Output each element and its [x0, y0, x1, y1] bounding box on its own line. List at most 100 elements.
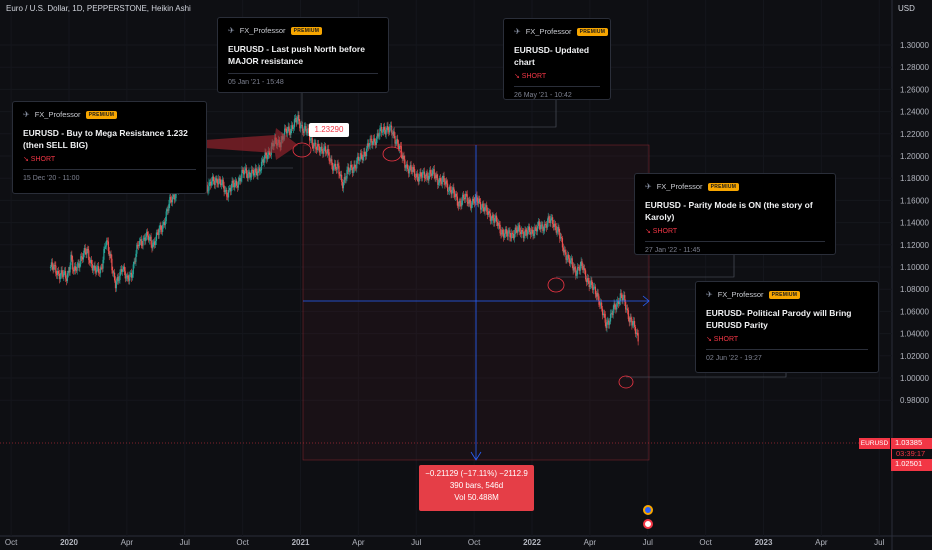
candle-body: [330, 159, 332, 162]
candle-body: [485, 205, 487, 208]
candle-body: [146, 231, 148, 238]
candle-body: [491, 215, 493, 221]
idea-title[interactable]: EURUSD - Buy to Mega Resistance 1.232 (t…: [23, 128, 188, 150]
candle-body: [385, 129, 387, 135]
idea-card-3[interactable]: ✈ FX_Professor PREMIUM EURUSD- Updated cha…: [503, 18, 611, 100]
candle-body: [92, 268, 94, 271]
candle-body: [589, 285, 591, 287]
idea-title[interactable]: EURUSD- Updated chart: [514, 45, 590, 67]
idea-title[interactable]: EURUSD- Political Parody will Bring EURU…: [706, 308, 852, 330]
candle-body: [325, 146, 327, 153]
idea-title[interactable]: EURUSD - Parity Mode is ON (the story of…: [645, 200, 813, 222]
idea-author[interactable]: FX_Professor: [656, 182, 703, 191]
candle-body: [262, 159, 264, 163]
candle-body: [58, 273, 60, 280]
flag-event-icon[interactable]: [643, 519, 653, 529]
candle-body: [154, 240, 157, 246]
symbol-price-tag: EURUSD: [859, 438, 890, 449]
idea-card-4[interactable]: ✈ FX_Professor PREMIUM EURUSD - Parity Mod…: [634, 173, 836, 255]
candle-body: [399, 145, 402, 147]
candle-body: [157, 232, 159, 236]
candle-body: [130, 272, 132, 275]
candle-body: [128, 278, 130, 281]
candle-body: [546, 222, 548, 228]
candle-body: [156, 232, 158, 234]
candle-body: [75, 270, 77, 271]
candle-body: [444, 181, 446, 185]
candle-body: [365, 148, 368, 157]
candle-body: [261, 159, 263, 162]
idea-author[interactable]: FX_Professor: [239, 26, 286, 35]
candle-body: [142, 238, 144, 246]
candle-body: [472, 198, 475, 202]
candle-body: [466, 194, 468, 202]
candle-body: [100, 267, 102, 269]
candle-body: [166, 209, 168, 212]
candle-body: [396, 138, 398, 143]
candle-body: [419, 172, 421, 177]
candle-body: [498, 222, 500, 225]
candle-body: [484, 207, 486, 212]
candle-body: [425, 173, 427, 179]
candle-body: [306, 131, 308, 133]
candle-body: [221, 179, 223, 184]
candle-body: [533, 234, 535, 236]
candle-body: [566, 259, 568, 261]
candle-body: [478, 198, 480, 204]
candle-body: [74, 266, 77, 271]
candle-body: [387, 125, 389, 131]
candle-body: [107, 241, 109, 251]
candle-body: [318, 146, 320, 153]
candle-body: [331, 159, 333, 166]
candle-body: [285, 128, 288, 134]
candle-body: [121, 269, 123, 272]
y-tick-label: 1.28000: [900, 63, 929, 72]
candle-body: [452, 187, 454, 191]
idea-title[interactable]: EURUSD - Last push North before MAJOR re…: [228, 44, 365, 66]
candle-body: [232, 180, 234, 183]
candle-body: [302, 131, 304, 133]
candle-body: [565, 252, 567, 260]
idea-author[interactable]: FX_Professor: [525, 27, 572, 36]
divider: [645, 241, 825, 242]
candle-body: [89, 259, 92, 263]
candle-body: [534, 227, 536, 235]
candle-body: [522, 231, 524, 238]
candle-body: [581, 261, 583, 266]
candle-body: [382, 126, 385, 132]
idea-card-2[interactable]: ✈ FX_Professor PREMIUM EURUSD - Last push …: [217, 17, 389, 93]
candle-body: [304, 126, 306, 128]
idea-author[interactable]: FX_Professor: [717, 290, 764, 299]
idea-card-1[interactable]: ✈ FX_Professor PREMIUM EURUSD - Buy to Meg…: [12, 101, 207, 194]
economic-event-icon[interactable]: [643, 505, 653, 515]
y-tick-label: 1.10000: [900, 263, 929, 272]
candle-body: [171, 196, 174, 203]
idea-card-5[interactable]: ✈ FX_Professor PREMIUM EURUSD- Political P…: [695, 281, 879, 373]
candle-body: [253, 173, 255, 176]
author-avatar-icon: ✈: [228, 26, 235, 35]
candle-body: [260, 161, 263, 171]
candle-body: [81, 256, 83, 258]
idea-author[interactable]: FX_Professor: [34, 110, 81, 119]
candle-body: [312, 144, 314, 149]
candle-body: [617, 300, 619, 304]
candle-body: [490, 220, 492, 222]
candle-body: [162, 224, 164, 232]
candle-body: [374, 141, 377, 145]
candle-body: [79, 264, 81, 268]
candle-body: [146, 231, 149, 236]
candle-body: [243, 170, 246, 175]
measure-arrow-down-icon: [470, 451, 482, 461]
candle-body: [367, 143, 369, 147]
candle-body: [242, 170, 244, 171]
candle-body: [120, 269, 122, 273]
candle-body: [607, 320, 609, 323]
candle-body: [542, 224, 544, 231]
last-price: 1.03385: [895, 438, 923, 447]
candle-body: [372, 143, 374, 145]
idea-date: 26 May '21 - 10:42: [514, 92, 572, 99]
candle-body: [538, 221, 540, 227]
candle-body: [211, 176, 214, 182]
candle-body: [635, 332, 637, 335]
